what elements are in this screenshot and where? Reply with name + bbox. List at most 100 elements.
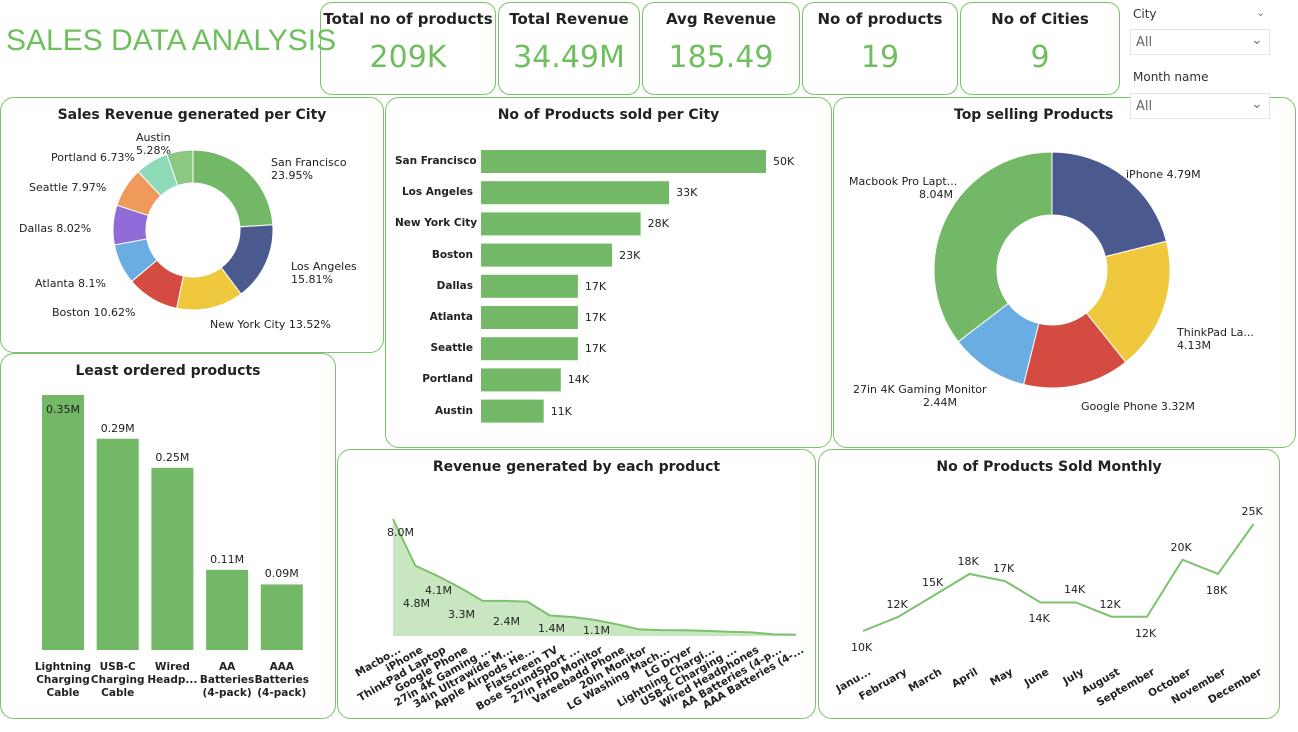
- bar-category-label: Seattle: [430, 342, 473, 355]
- line-data-label: 17K: [993, 562, 1015, 576]
- slice-label: Dallas 8.02%: [19, 222, 92, 235]
- panel-monthly-products: No of Products Sold Monthly: [818, 449, 1280, 719]
- kpi-label: Total no of products: [323, 10, 493, 28]
- city-bar: [481, 150, 766, 173]
- bar-value-label: 11K: [550, 404, 572, 418]
- bar-category-label: Portland: [422, 373, 473, 386]
- month-filter-value: All: [1136, 99, 1153, 114]
- line-data-label: 18K: [1206, 583, 1228, 597]
- product-bar: [151, 467, 194, 650]
- bar-value-label: 28K: [647, 217, 669, 231]
- slice-label: 27in 4K Gaming Monitor 2.44M: [853, 383, 987, 409]
- line-data-label: 12K: [1135, 626, 1157, 640]
- month-filter-dropdown[interactable]: All ⌄: [1130, 93, 1270, 119]
- kpi-value: 19: [860, 40, 900, 75]
- chevron-down-icon[interactable]: ⌄: [1256, 6, 1266, 19]
- bar-value-label: 0.09M: [264, 567, 299, 581]
- monthly-line: [862, 523, 1255, 632]
- city-bar: [481, 399, 544, 423]
- slice-label: iPhone 4.79M: [1126, 168, 1201, 181]
- area-data-label: 1.4M: [538, 622, 565, 635]
- city-revenue-slice: [192, 149, 274, 228]
- bar-category-label: USB-C Charging Cable: [90, 661, 145, 699]
- area-line: [392, 518, 797, 636]
- slice-label: Google Phone 3.32M: [1081, 400, 1195, 413]
- bar-value-label: 0.35M: [46, 403, 80, 416]
- bar-category-label: Wired Headp...: [147, 661, 198, 686]
- chart-title: Top selling Products: [954, 107, 1114, 123]
- bar-category-label: Austin: [435, 404, 473, 417]
- area-data-label: 4.8M: [403, 597, 430, 610]
- top-products-slice: [1051, 151, 1168, 258]
- bar-category-label: AA Batteries (4-pack): [199, 661, 255, 699]
- slice-label: Boston 10.62%: [52, 306, 136, 319]
- line-data-label: 14K: [1064, 583, 1086, 597]
- product-bar: [260, 584, 303, 650]
- bar-category-label: Boston: [431, 248, 473, 261]
- slice-label: ThinkPad La... 4.13M: [1177, 326, 1254, 352]
- bar-value-label: 0.25M: [155, 450, 190, 464]
- line-data-label: 15K: [922, 576, 944, 590]
- bar-value-label: 14K: [567, 373, 590, 387]
- kpi-value: 185.49: [668, 40, 774, 75]
- bar-category-label: Atlanta: [429, 311, 473, 323]
- kpi-label: No of Cities: [991, 10, 1089, 28]
- line-data-label: 12K: [886, 597, 908, 611]
- product-bar: [96, 438, 139, 650]
- month-filter-label: Month name: [1133, 70, 1209, 84]
- area-data-label: 1.1M: [583, 624, 610, 637]
- area-data-label: 4.1M: [425, 584, 452, 597]
- slice-label: Los Angeles 15.81%: [291, 260, 357, 286]
- bar-value-label: 0.11M: [210, 552, 245, 566]
- bar-value-label: 23K: [619, 248, 641, 262]
- dashboard-title: SALES DATA ANALYSIS: [6, 24, 337, 57]
- bar-value-label: 17K: [584, 279, 607, 293]
- city-filter-value: All: [1136, 35, 1153, 50]
- bar-value-label: 17K: [584, 342, 607, 356]
- area-data-label: 3.3M: [448, 608, 475, 621]
- line-data-label: 20K: [1170, 540, 1192, 554]
- bar-value-label: 17K: [584, 311, 607, 324]
- bar-category-label: New York City: [395, 217, 478, 230]
- kpi-total-revenue: Total Revenue 34.49M: [498, 2, 640, 95]
- kpi-value: 34.49M: [513, 40, 625, 75]
- kpi-no-of-products: No of products 19: [802, 2, 958, 95]
- line-data-label: 10K: [851, 641, 873, 654]
- kpi-label: Total Revenue: [509, 10, 629, 28]
- chart-title: No of Products sold per City: [497, 107, 720, 123]
- city-bar: [481, 274, 578, 298]
- slice-label: Macbook Pro Lapt... 8.04M: [849, 175, 958, 201]
- kpi-no-of-cities: No of Cities 9: [960, 2, 1120, 95]
- chart-title: Revenue generated by each product: [432, 459, 721, 475]
- area-fill: [393, 519, 797, 636]
- area-data-label: 2.4M: [493, 615, 520, 628]
- line-data-label: 18K: [957, 554, 979, 568]
- city-bar: [481, 368, 561, 392]
- bar-value-label: 33K: [676, 186, 698, 200]
- chart-title: Least ordered products: [75, 363, 261, 379]
- city-bar: [481, 212, 641, 236]
- kpi-avg-revenue: Avg Revenue 185.49: [642, 2, 800, 95]
- area-data-label: 8.0M: [387, 526, 414, 539]
- product-bar: [42, 395, 84, 650]
- kpi-value: 209K: [369, 40, 447, 75]
- chevron-down-icon: ⌄: [1251, 32, 1263, 48]
- chevron-down-icon: ⌄: [1251, 96, 1263, 112]
- bar-value-label: 0.29M: [100, 421, 135, 435]
- slice-label: Portland 6.73%: [51, 151, 135, 164]
- slice-label: Atlanta 8.1%: [35, 277, 106, 290]
- city-bar: [481, 306, 578, 329]
- line-data-label: 12K: [1099, 597, 1121, 611]
- city-bar: [481, 181, 670, 205]
- kpi-label: Avg Revenue: [665, 10, 777, 28]
- bar-category-label: AAA Batteries (4-pack): [254, 661, 309, 699]
- city-revenue-slice: [166, 149, 194, 187]
- chart-title: Sales Revenue generated per City: [57, 107, 327, 123]
- chart-title: No of Products Sold Monthly: [936, 459, 1162, 475]
- bar-category-label: San Francisco: [395, 155, 477, 167]
- kpi-total-products: Total no of products 209K: [320, 2, 496, 95]
- city-filter-dropdown[interactable]: All ⌄: [1130, 29, 1270, 55]
- line-data-label: 25K: [1241, 505, 1263, 519]
- slice-label: Seattle 7.97%: [29, 181, 107, 194]
